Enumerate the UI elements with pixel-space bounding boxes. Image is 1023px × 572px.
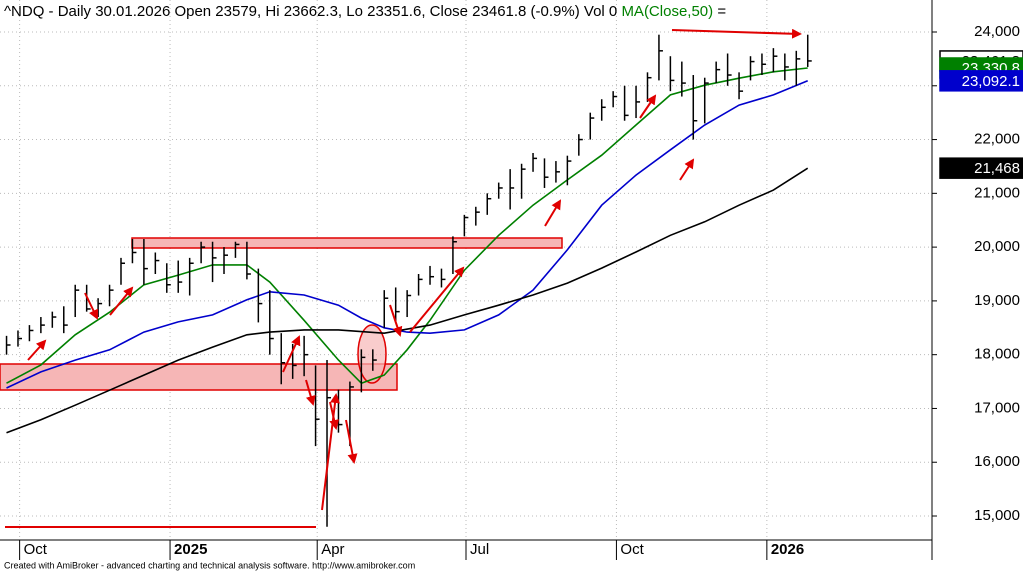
x-tick-label: Jul: [470, 541, 489, 558]
x-tick-label: Apr: [321, 541, 344, 558]
x-tick-label: 2025: [174, 541, 207, 558]
y-tick-label: 22,000: [974, 131, 1020, 148]
support-zone: [0, 363, 398, 391]
arrow: [671, 28, 802, 39]
arrow: [305, 379, 316, 406]
y-tick-label: 24,000: [974, 23, 1020, 40]
legend-suffix: =: [717, 3, 726, 20]
moving-average-line: [6, 167, 809, 434]
arrow: [329, 401, 340, 430]
last-value-label: 23,092.1: [962, 73, 1020, 90]
y-tick-label: 16,000: [974, 453, 1020, 470]
y-tick-label: 21,000: [974, 184, 1020, 201]
arrow: [639, 94, 657, 119]
arrow: [679, 158, 695, 181]
y-tick-label: 15,000: [974, 507, 1020, 524]
grid: [0, 0, 932, 540]
highlight-ellipse: [357, 324, 387, 384]
y-tick-label: 17,000: [974, 399, 1020, 416]
legend-entry: MA(Close,50): [621, 3, 713, 20]
arrow: [544, 199, 562, 227]
arrow: [389, 304, 403, 337]
arrows: [5, 28, 802, 528]
arrow: [27, 339, 47, 361]
resistance-zone: [131, 237, 563, 249]
x-tick-label: Oct: [24, 541, 48, 558]
y-tick-label: 20,000: [974, 238, 1020, 255]
y-tick-label: 19,000: [974, 292, 1020, 309]
moving-average-line: [6, 67, 808, 385]
title: ^NDQ - Daily 30.01.2026 Open 23579, Hi 2…: [4, 3, 617, 20]
arrow: [84, 292, 99, 320]
y-tick-label: 18,000: [974, 346, 1020, 363]
x-tick-label: Oct: [620, 541, 644, 558]
arrow: [409, 266, 465, 333]
arrow: [109, 286, 134, 316]
chart-title: ^NDQ - Daily 30.01.2026 Open 23579, Hi 2…: [4, 3, 726, 20]
last-value-badge: [939, 70, 1023, 92]
last-value-label: 21,468: [974, 160, 1020, 177]
footer: Created with AmiBroker - advanced charti…: [4, 560, 415, 570]
x-tick-label: 2026: [771, 541, 804, 558]
arrow: [282, 335, 301, 373]
annotations: [0, 237, 563, 391]
arrow: [345, 419, 358, 464]
last-value-badge: [939, 157, 1023, 179]
